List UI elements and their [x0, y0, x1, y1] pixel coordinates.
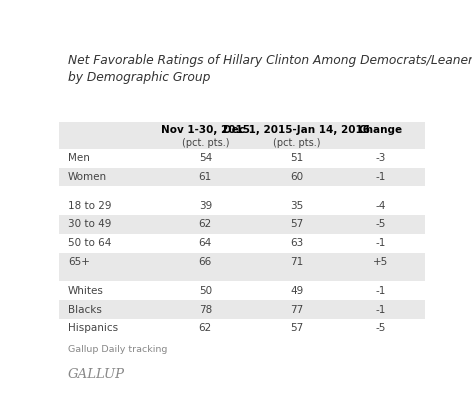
Text: 62: 62	[199, 324, 212, 333]
Text: 50 to 64: 50 to 64	[68, 238, 111, 248]
Text: 71: 71	[290, 257, 303, 267]
FancyBboxPatch shape	[59, 196, 425, 215]
Text: (pct. pts.): (pct. pts.)	[273, 138, 320, 148]
Text: Hispanics: Hispanics	[68, 324, 118, 333]
FancyBboxPatch shape	[59, 149, 425, 167]
Text: -1: -1	[376, 305, 386, 314]
Text: 57: 57	[290, 219, 303, 229]
Text: 57: 57	[290, 324, 303, 333]
FancyBboxPatch shape	[59, 167, 425, 186]
Text: 78: 78	[199, 305, 212, 314]
Text: -1: -1	[376, 238, 386, 248]
FancyBboxPatch shape	[59, 253, 425, 271]
Text: GALLUP: GALLUP	[68, 368, 125, 381]
FancyBboxPatch shape	[59, 215, 425, 234]
Text: (pct. pts.): (pct. pts.)	[182, 138, 229, 148]
Text: -4: -4	[376, 201, 386, 211]
Text: -5: -5	[376, 219, 386, 229]
Text: -1: -1	[376, 172, 386, 182]
Text: 65+: 65+	[68, 257, 90, 267]
Text: 35: 35	[290, 201, 303, 211]
Text: 63: 63	[290, 238, 303, 248]
Text: Net Favorable Ratings of Hillary Clinton Among Democrats/Leaners,
by Demographic: Net Favorable Ratings of Hillary Clinton…	[68, 54, 472, 84]
Text: -3: -3	[376, 153, 386, 163]
Text: 61: 61	[199, 172, 212, 182]
Text: Change: Change	[359, 124, 403, 135]
Text: -5: -5	[376, 324, 386, 333]
Text: 49: 49	[290, 286, 303, 296]
FancyBboxPatch shape	[59, 234, 425, 253]
Text: -1: -1	[376, 286, 386, 296]
Text: 62: 62	[199, 219, 212, 229]
Text: Whites: Whites	[68, 286, 104, 296]
Text: 60: 60	[290, 172, 303, 182]
Text: 66: 66	[199, 257, 212, 267]
Text: 77: 77	[290, 305, 303, 314]
Text: 64: 64	[199, 238, 212, 248]
Text: Dec 1, 2015-Jan 14, 2016: Dec 1, 2015-Jan 14, 2016	[223, 124, 370, 135]
FancyBboxPatch shape	[59, 281, 425, 300]
Text: 18 to 29: 18 to 29	[68, 201, 112, 211]
FancyBboxPatch shape	[59, 319, 425, 338]
Text: Women: Women	[68, 172, 107, 182]
Text: 50: 50	[199, 286, 212, 296]
FancyBboxPatch shape	[59, 137, 425, 149]
Text: +5: +5	[373, 257, 388, 267]
Text: 39: 39	[199, 201, 212, 211]
Text: Men: Men	[68, 153, 90, 163]
Text: Blacks: Blacks	[68, 305, 102, 314]
FancyBboxPatch shape	[59, 300, 425, 319]
FancyBboxPatch shape	[59, 186, 425, 196]
Text: Nov 1-30, 2015: Nov 1-30, 2015	[161, 124, 250, 135]
Text: 54: 54	[199, 153, 212, 163]
Text: 51: 51	[290, 153, 303, 163]
FancyBboxPatch shape	[59, 122, 425, 137]
Text: 30 to 49: 30 to 49	[68, 219, 111, 229]
FancyBboxPatch shape	[59, 271, 425, 281]
Text: Gallup Daily tracking: Gallup Daily tracking	[68, 346, 168, 354]
